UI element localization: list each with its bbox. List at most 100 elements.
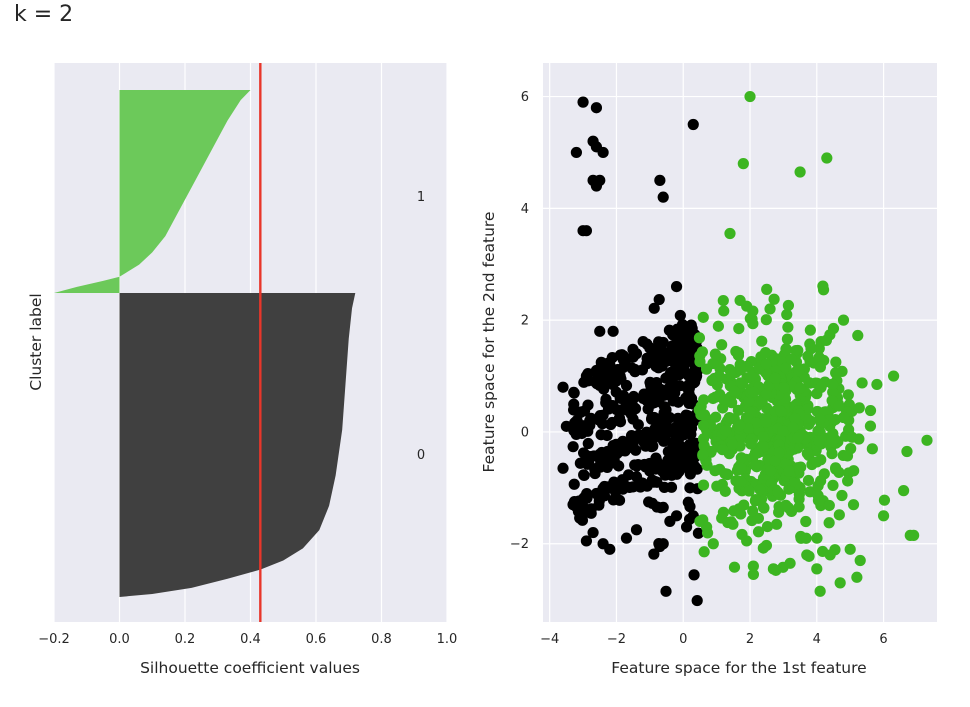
scatter-point-cluster-1 xyxy=(760,358,772,370)
scatter-point-cluster-1 xyxy=(777,425,789,437)
scatter-point-cluster-1 xyxy=(805,343,817,355)
scatter-point-cluster-0 xyxy=(660,585,672,597)
scatter-point-cluster-0 xyxy=(570,427,582,439)
scatter-point-cluster-1 xyxy=(793,364,805,377)
scatter-point-cluster-0 xyxy=(570,146,582,159)
scatter-point-cluster-0 xyxy=(590,487,603,500)
scatter-point-cluster-1 xyxy=(717,294,729,307)
scatter-point-cluster-1 xyxy=(768,293,780,305)
scatter-point-cluster-1 xyxy=(742,422,754,435)
scatter-point-cluster-0 xyxy=(684,482,696,494)
scatter-point-cluster-1 xyxy=(712,320,724,332)
scatter-point-cluster-1 xyxy=(752,447,764,459)
scatter-point-cluster-0 xyxy=(590,180,603,192)
scatter-point-cluster-1 xyxy=(800,515,812,528)
scatter-point-cluster-0 xyxy=(650,452,662,464)
scatter-point-cluster-0 xyxy=(647,426,659,438)
scatter-point-cluster-0 xyxy=(690,370,703,382)
scatter-point-cluster-1 xyxy=(735,364,747,376)
scatter-point-cluster-0 xyxy=(680,381,693,393)
scatter-x-axis-label: Feature space for the 1st feature xyxy=(611,659,866,677)
scatter-point-cluster-0 xyxy=(660,420,673,432)
scatter-point-cluster-1 xyxy=(761,521,774,533)
scatter-point-cluster-1 xyxy=(817,280,829,292)
scatter-point-cluster-1 xyxy=(717,506,730,518)
scatter-point-cluster-1 xyxy=(743,395,755,408)
scatter-point-cluster-0 xyxy=(587,526,599,539)
scatter-point-cluster-1 xyxy=(747,568,759,581)
scatter-point-cluster-1 xyxy=(743,485,755,497)
scatter-point-cluster-1 xyxy=(698,409,711,421)
scatter-point-cluster-0 xyxy=(580,535,593,547)
scatter-point-cluster-0 xyxy=(568,478,580,490)
silhouette-x-tick-label: −0.2 xyxy=(38,632,70,647)
scatter-point-cluster-1 xyxy=(811,388,823,400)
scatter-point-cluster-1 xyxy=(734,377,747,389)
scatter-point-cluster-0 xyxy=(580,370,593,382)
scatter-point-cluster-0 xyxy=(624,398,636,410)
scatter-point-cluster-0 xyxy=(620,379,633,392)
scatter-point-cluster-1 xyxy=(727,518,739,530)
scatter-point-cluster-1 xyxy=(757,542,769,554)
scatter-point-cluster-0 xyxy=(582,437,594,450)
scatter-point-cluster-1 xyxy=(749,495,761,507)
scatter-point-cluster-1 xyxy=(741,535,753,547)
scatter-point-cluster-1 xyxy=(771,518,783,530)
scatter-point-cluster-0 xyxy=(601,461,613,473)
scatter-point-cluster-0 xyxy=(688,569,700,581)
scatter-y-tick-label: −2 xyxy=(510,537,529,552)
scatter-point-cluster-1 xyxy=(804,324,816,336)
scatter-x-tick-label: −2 xyxy=(607,632,626,647)
scatter-point-cluster-1 xyxy=(735,475,747,487)
scatter-point-cluster-1 xyxy=(744,90,756,103)
scatter-point-cluster-1 xyxy=(734,419,746,432)
scatter-point-cluster-1 xyxy=(898,485,910,497)
silhouette-x-tick-label: 0.6 xyxy=(306,632,327,647)
scatter-point-cluster-1 xyxy=(826,436,838,448)
scatter-point-cluster-1 xyxy=(824,549,836,561)
scatter-point-cluster-1 xyxy=(821,152,833,164)
scatter-point-cluster-0 xyxy=(557,381,569,393)
silhouette-plot: 10 −0.2 0.0 0.2 0.4 0.6 0.8 1.0 Silhouette coe… xyxy=(27,63,457,677)
scatter-point-cluster-0 xyxy=(567,441,579,453)
cluster-label-0: 0 xyxy=(417,448,425,463)
scatter-point-cluster-1 xyxy=(716,444,729,456)
scatter-point-cluster-0 xyxy=(617,476,629,488)
scatter-point-cluster-1 xyxy=(747,386,760,398)
scatter-point-cluster-1 xyxy=(698,439,710,452)
scatter-point-cluster-0 xyxy=(580,225,593,237)
scatter-x-tick-label: 2 xyxy=(746,632,754,647)
scatter-point-cluster-0 xyxy=(613,412,626,424)
scatter-point-cluster-1 xyxy=(737,158,749,170)
scatter-point-cluster-1 xyxy=(844,543,856,555)
scatter-point-cluster-1 xyxy=(728,561,741,573)
scatter-point-cluster-0 xyxy=(659,469,671,481)
scatter-point-cluster-0 xyxy=(613,494,626,506)
scatter-point-cluster-1 xyxy=(781,343,793,356)
scatter-point-cluster-1 xyxy=(726,439,739,451)
scatter-point-cluster-1 xyxy=(697,311,709,323)
scatter-point-cluster-1 xyxy=(921,434,933,446)
scatter-point-cluster-1 xyxy=(887,370,900,382)
scatter-point-cluster-1 xyxy=(759,347,772,359)
scatter-point-cluster-0 xyxy=(630,471,643,483)
scatter-point-cluster-0 xyxy=(664,381,676,393)
scatter-point-cluster-1 xyxy=(719,485,731,497)
scatter-point-cluster-0 xyxy=(574,512,586,524)
scatter-point-cluster-1 xyxy=(752,526,765,538)
scatter-point-cluster-0 xyxy=(595,356,607,368)
scatter-point-cluster-1 xyxy=(757,431,769,443)
scatter-point-cluster-1 xyxy=(775,405,787,417)
scatter-point-cluster-1 xyxy=(756,335,768,347)
page-title: k = 2 xyxy=(14,2,74,27)
scatter-point-cluster-0 xyxy=(670,510,683,522)
silhouette-x-tick-label: 0.8 xyxy=(371,632,392,647)
scatter-point-cluster-1 xyxy=(760,314,772,326)
scatter-point-cluster-1 xyxy=(706,374,718,387)
scatter-plot-background xyxy=(543,63,937,622)
scatter-point-cluster-0 xyxy=(580,454,593,466)
scatter-y-axis-label: Feature space for the 2nd feature xyxy=(480,212,498,473)
scatter-point-cluster-0 xyxy=(629,366,641,378)
scatter-point-cluster-1 xyxy=(802,403,814,415)
